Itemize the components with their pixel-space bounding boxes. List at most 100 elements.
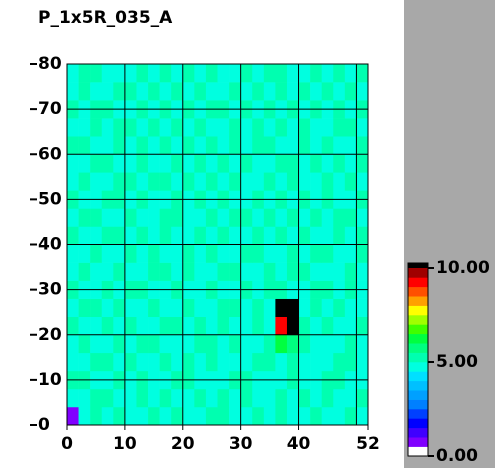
heatmap-cell xyxy=(148,208,160,227)
heatmap-cell xyxy=(67,118,79,137)
heatmap-cell xyxy=(298,136,311,155)
heatmap-cell xyxy=(90,172,103,191)
heatmap-cell xyxy=(182,82,195,101)
heatmap-cell xyxy=(101,226,114,245)
heatmap-cell xyxy=(229,316,241,336)
heatmap-cell xyxy=(113,244,126,263)
heatmap-cell xyxy=(182,298,195,317)
colorbar-swatch xyxy=(408,277,428,288)
heatmap-cell xyxy=(344,298,357,317)
heatmap-cell xyxy=(229,388,241,408)
heatmap-cell xyxy=(90,388,103,408)
heatmap-cell xyxy=(344,118,357,137)
heatmap-cell xyxy=(217,352,230,372)
heatmap-cell xyxy=(101,388,114,408)
heatmap-cell xyxy=(148,352,160,372)
heatmap-cell xyxy=(229,244,241,263)
colorbar-swatch xyxy=(408,315,428,325)
heatmap-cell xyxy=(229,118,241,137)
heatmap-cell xyxy=(298,406,311,426)
heatmap-cell xyxy=(321,154,334,173)
heatmap-cell xyxy=(113,298,126,317)
heatmap-cell xyxy=(321,244,334,263)
colorbar-swatch xyxy=(408,286,428,297)
heatmap-cell xyxy=(263,154,276,173)
heatmap-cell xyxy=(263,118,276,137)
heatmap-cell xyxy=(171,262,184,281)
heatmap-cell xyxy=(240,406,253,426)
y-tick-label: 20 xyxy=(38,325,62,345)
heatmap-cell xyxy=(263,64,276,83)
heatmap-cell xyxy=(90,154,103,173)
heatmap-cell xyxy=(310,172,322,191)
heatmap-cell xyxy=(333,262,346,281)
heatmap-cell xyxy=(148,316,160,336)
heatmap-cell xyxy=(252,154,265,173)
heatmap-cell xyxy=(275,226,288,245)
heatmap-cell xyxy=(136,172,149,191)
heatmap-cell xyxy=(333,226,346,245)
heatmap-cell xyxy=(240,154,253,173)
heatmap-cell xyxy=(298,154,311,173)
heatmap-cell xyxy=(78,316,91,336)
heatmap-cell xyxy=(333,208,346,227)
heatmap-cell xyxy=(67,136,79,155)
heatmap-cell xyxy=(101,208,114,227)
heatmap-cell xyxy=(217,334,230,354)
heatmap-cell xyxy=(194,154,207,173)
heatmap-cell xyxy=(310,136,322,155)
heatmap-cell xyxy=(67,244,79,263)
heatmap-cell xyxy=(229,64,241,83)
heatmap-cell xyxy=(148,262,160,281)
heatmap-cell xyxy=(90,316,103,336)
heatmap-cell xyxy=(171,298,184,317)
heatmap-cell xyxy=(321,82,334,101)
heatmap-cell xyxy=(310,334,322,354)
heatmap-cell xyxy=(344,64,357,83)
heatmap-cell xyxy=(113,154,126,173)
heatmap-cell xyxy=(124,226,137,245)
heatmap-cell xyxy=(113,136,126,155)
heatmap-cell xyxy=(90,118,103,137)
heatmap-cell xyxy=(182,136,195,155)
heatmap-cell xyxy=(136,226,149,245)
heatmap-cell xyxy=(310,298,322,317)
heatmap-cell xyxy=(344,388,357,408)
heatmap-cell xyxy=(263,334,276,354)
heatmap-cell xyxy=(240,316,253,336)
heatmap-cell xyxy=(159,352,172,372)
heatmap-cell xyxy=(171,82,184,101)
heatmap-cell xyxy=(171,208,184,227)
heatmap-cell xyxy=(321,406,334,426)
heatmap-cell xyxy=(136,244,149,263)
heatmap-cell xyxy=(113,262,126,281)
heatmap-cell xyxy=(78,226,91,245)
heatmap-cell xyxy=(217,208,230,227)
heatmap-cell xyxy=(333,82,346,101)
heatmap-cell xyxy=(101,406,114,426)
heatmap-cell xyxy=(356,64,369,83)
heatmap-cell xyxy=(101,298,114,317)
heatmap-cell xyxy=(240,334,253,354)
heatmap-cell xyxy=(67,298,79,317)
heatmap-cell xyxy=(182,334,195,354)
heatmap-cell xyxy=(252,118,265,137)
heatmap-cell xyxy=(78,118,91,137)
heatmap-cell xyxy=(124,244,137,263)
colorbar-swatch xyxy=(408,343,428,353)
heatmap-cell xyxy=(217,388,230,408)
heatmap-cell xyxy=(275,118,288,137)
heatmap-cell xyxy=(356,388,369,408)
heatmap-cell xyxy=(298,172,311,191)
heatmap-cell xyxy=(298,298,311,317)
heatmap-cell xyxy=(159,226,172,245)
heatmap-cell xyxy=(67,316,79,336)
heatmap-cell xyxy=(321,64,334,83)
y-tick-label: 40 xyxy=(38,235,62,255)
heatmap-cell xyxy=(124,118,137,137)
heatmap-cell xyxy=(321,352,334,372)
heatmap-cell xyxy=(344,82,357,101)
heatmap-cell xyxy=(344,262,357,281)
heatmap-cell xyxy=(159,82,172,101)
heatmap-cell xyxy=(182,154,195,173)
